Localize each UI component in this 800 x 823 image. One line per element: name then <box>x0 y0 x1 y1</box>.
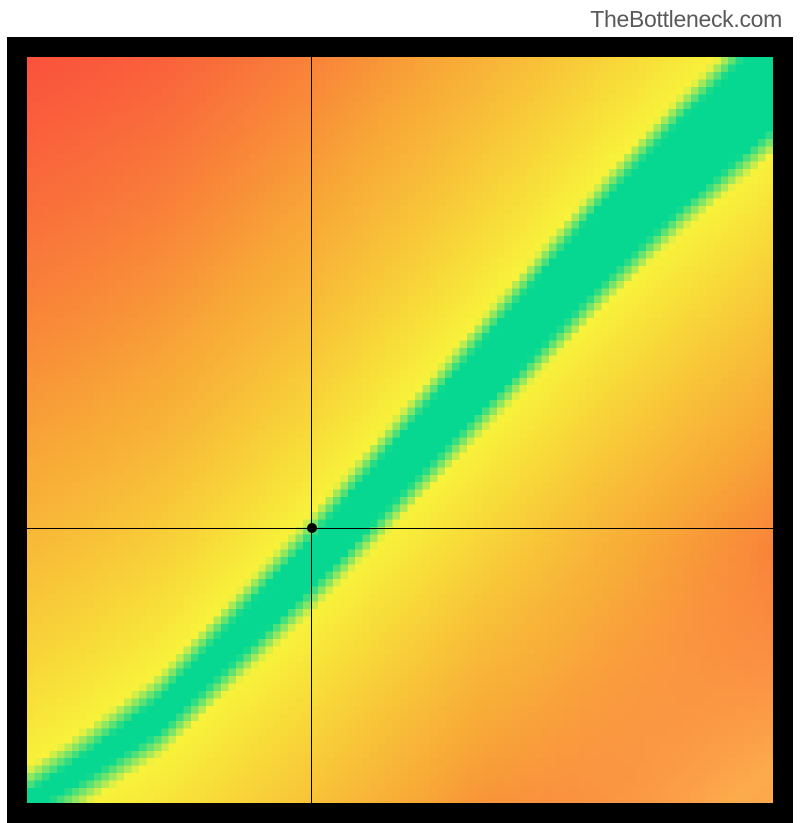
chart-container: TheBottleneck.com <box>0 0 800 800</box>
heatmap-canvas <box>27 57 773 803</box>
attribution-text: TheBottleneck.com <box>590 6 782 33</box>
chart-frame <box>7 37 793 823</box>
crosshair-horizontal <box>27 528 773 529</box>
plot-area <box>27 57 773 803</box>
crosshair-vertical <box>311 57 312 803</box>
